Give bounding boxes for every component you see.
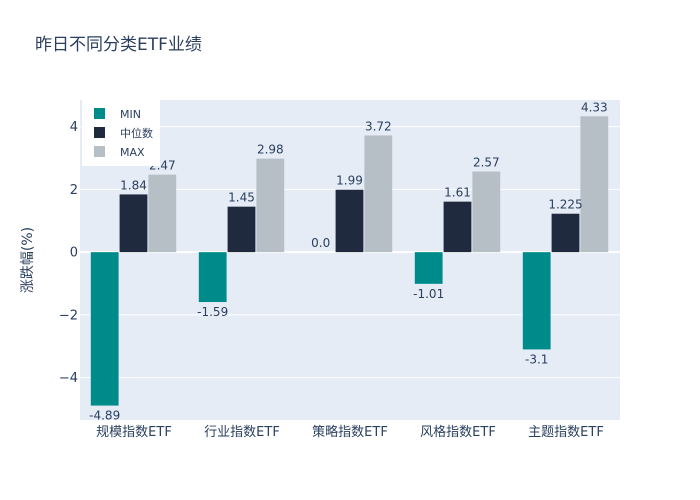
y-axis-title: 涨跌幅(%) <box>20 227 36 293</box>
chart-title: 昨日不同分类ETF业绩 <box>35 35 202 55</box>
data-label: 2.98 <box>257 143 284 157</box>
y-tick-label: 0 <box>70 246 78 261</box>
bar-MIN-4 <box>522 252 551 350</box>
bar-中位数-4 <box>551 213 580 253</box>
bar-MIN-3 <box>414 252 443 284</box>
data-label: 1.61 <box>444 186 471 200</box>
x-category-label: 行业指数ETF <box>204 425 280 440</box>
data-label: 1.225 <box>548 198 582 212</box>
data-label: 1.99 <box>336 174 363 188</box>
bars <box>90 116 609 406</box>
legend-swatch <box>94 108 105 119</box>
legend-item-中位数[interactable]: 中位数 <box>94 126 153 140</box>
data-label: 3.72 <box>365 119 392 133</box>
bar-中位数-3 <box>443 201 472 253</box>
y-tick-label: −2 <box>59 308 78 323</box>
legend-label: MIN <box>120 108 141 121</box>
x-category-label: 策略指数ETF <box>312 424 388 440</box>
legend-swatch <box>94 127 105 138</box>
data-label: -1.59 <box>197 305 228 319</box>
bar-MAX-0 <box>148 174 177 253</box>
data-label: 1.45 <box>228 191 255 205</box>
data-label: 4.33 <box>581 100 608 114</box>
x-category-label: 规模指数ETF <box>96 425 172 440</box>
bar-中位数-2 <box>335 189 364 253</box>
x-category-label: 风格指数ETF <box>420 424 496 440</box>
bar-中位数-1 <box>227 206 256 253</box>
bar-MIN-1 <box>198 252 227 303</box>
x-category-label: 主题指数ETF <box>528 425 604 440</box>
data-label: 1.84 <box>120 178 147 192</box>
category-labels: 规模指数ETF 行业指数ETF 策略指数ETF 风格指数ETF 主题指数ETF <box>96 424 604 440</box>
data-label: 2.57 <box>473 156 500 170</box>
bar-MAX-2 <box>364 135 393 253</box>
y-tick-labels: −4 −2 0 2 4 <box>59 120 78 386</box>
legend-item-MIN[interactable]: MIN <box>94 108 141 121</box>
bar-中位数-0 <box>119 194 148 253</box>
bar-MAX-3 <box>472 171 501 253</box>
y-tick-label: 2 <box>70 183 78 198</box>
bar-MAX-1 <box>256 158 285 253</box>
data-label: -3.1 <box>525 352 548 366</box>
data-label: -4.89 <box>89 409 120 423</box>
data-labels: -4.891.842.47-1.591.452.980.01.993.72-1.… <box>89 100 607 422</box>
data-label: -1.01 <box>413 287 444 301</box>
legend[interactable]: MIN 中位数 MAX <box>82 100 160 166</box>
bar-MIN-0 <box>90 252 119 406</box>
legend-label: 中位数 <box>120 126 153 140</box>
legend-item-MAX[interactable]: MAX <box>94 146 145 159</box>
legend-swatch <box>94 146 105 157</box>
legend-label: MAX <box>120 146 145 159</box>
bar-MAX-4 <box>580 116 609 253</box>
y-tick-label: 4 <box>70 120 78 135</box>
y-tick-label: −4 <box>59 371 78 386</box>
data-label: 0.0 <box>311 236 330 250</box>
